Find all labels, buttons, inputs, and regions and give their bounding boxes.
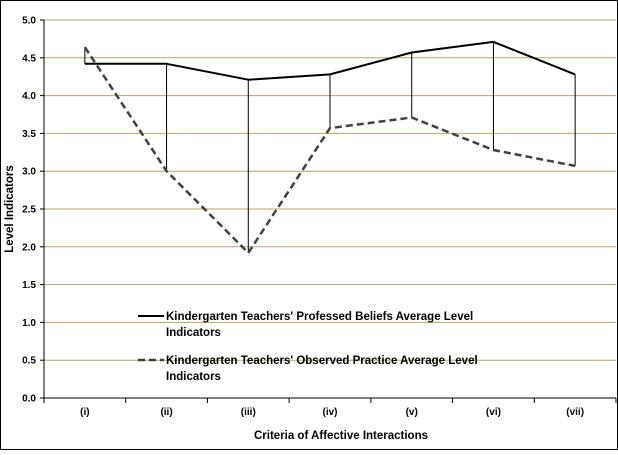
y-tick-label: 3.5 bbox=[22, 129, 36, 140]
legend-label-professed-beliefs: Kindergarten Teachers' Professed Beliefs… bbox=[166, 311, 476, 339]
gridlines bbox=[44, 20, 616, 360]
series-lines bbox=[85, 42, 575, 253]
y-tick-label: 5.0 bbox=[22, 16, 36, 27]
y-tick-label: 2.0 bbox=[22, 242, 36, 253]
y-tick-label: 0.0 bbox=[22, 394, 36, 405]
y-axis-title: Level Indicators bbox=[4, 165, 16, 253]
legend-label-observed-practice: Kindergarten Teachers' Observed Practice… bbox=[166, 355, 481, 383]
y-tick-label: 1.5 bbox=[22, 280, 36, 291]
x-tick-label: (vi) bbox=[486, 407, 501, 418]
axes bbox=[40, 20, 616, 403]
x-tick-label: (v) bbox=[406, 407, 418, 418]
y-tick-label: 4.0 bbox=[22, 91, 36, 102]
y-tick-label: 1.0 bbox=[22, 318, 36, 329]
legend: Kindergarten Teachers' Professed Beliefs… bbox=[138, 311, 481, 383]
series-line-professed-beliefs bbox=[85, 42, 575, 80]
y-tick-label: 2.5 bbox=[22, 205, 36, 216]
x-tick-label: (iii) bbox=[241, 407, 256, 418]
x-axis-title: Criteria of Affective Interactions bbox=[254, 430, 428, 442]
y-tick-label: 3.0 bbox=[22, 167, 36, 178]
x-tick-label: (i) bbox=[80, 407, 89, 418]
y-tick-label: 0.5 bbox=[22, 356, 36, 367]
x-tick-label: (vii) bbox=[566, 407, 584, 418]
y-tick-label: 4.5 bbox=[22, 53, 36, 64]
x-tick-label: (iv) bbox=[323, 407, 338, 418]
x-tick-label: (ii) bbox=[160, 407, 172, 418]
